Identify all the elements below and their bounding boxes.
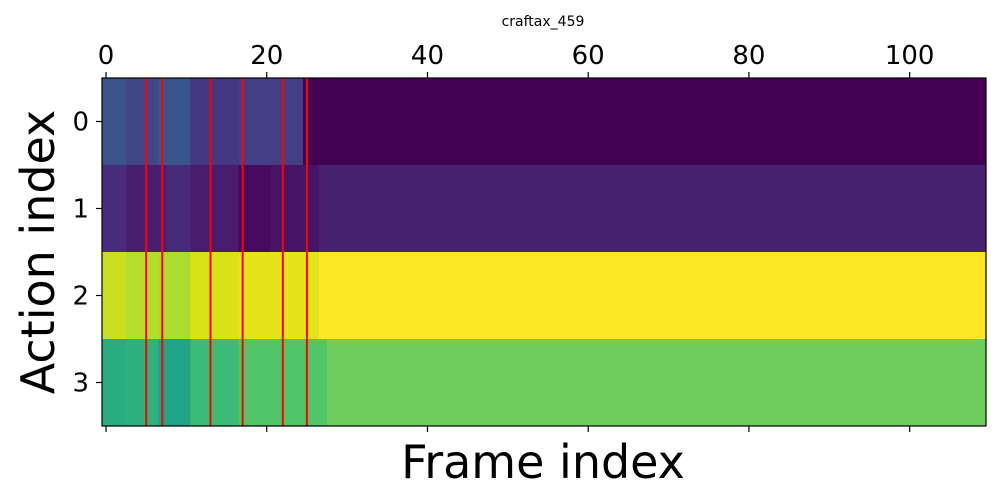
heatmap-cell bbox=[126, 78, 159, 166]
x-tick-label: 80 bbox=[732, 41, 765, 71]
y-tick-label: 2 bbox=[72, 282, 89, 312]
x-tick-label: 100 bbox=[885, 41, 935, 71]
x-tick-label: 40 bbox=[411, 41, 444, 71]
heatmap-cell bbox=[190, 165, 240, 253]
heatmap-cell bbox=[270, 165, 320, 253]
x-tick-label: 20 bbox=[250, 41, 283, 71]
x-axis-ticks: 0 20 40 60 80 100 bbox=[98, 41, 935, 432]
heatmap-cell bbox=[158, 78, 191, 166]
heatmap-cell bbox=[102, 165, 127, 253]
heatmap-cell bbox=[302, 78, 987, 166]
x-axis-label: Frame index bbox=[401, 435, 685, 489]
heatmap-cell bbox=[166, 165, 191, 253]
heatmap-cell bbox=[318, 252, 987, 340]
x-tick-label: 60 bbox=[572, 41, 605, 71]
chart-title: craftax_459 bbox=[502, 14, 585, 30]
heatmap-cell bbox=[238, 165, 272, 253]
x-tick-label: 0 bbox=[98, 41, 115, 71]
heatmap-cell bbox=[238, 252, 320, 340]
heatmap-cell bbox=[102, 252, 127, 340]
heatmap-cell bbox=[158, 339, 191, 427]
heatmap-cell bbox=[126, 339, 159, 427]
plot-frame bbox=[101, 77, 987, 427]
heatmap-cell bbox=[126, 252, 159, 340]
y-tick-label: 0 bbox=[72, 108, 89, 138]
frame-markers bbox=[145, 78, 308, 426]
heatmap-cell bbox=[190, 339, 240, 427]
heatmap-cell bbox=[327, 339, 987, 427]
y-axis-ticks: 0 1 2 3 bbox=[72, 108, 102, 399]
heatmap-cell bbox=[158, 252, 191, 340]
y-tick-label: 3 bbox=[72, 369, 89, 399]
heatmap-cells bbox=[102, 78, 987, 427]
heatmap-cell bbox=[102, 339, 127, 427]
heatmap-cell bbox=[102, 78, 127, 166]
y-tick-label: 1 bbox=[72, 195, 89, 225]
y-axis-label: Action index bbox=[11, 110, 65, 395]
heatmap-cell bbox=[190, 252, 240, 340]
heatmap-cell bbox=[238, 78, 304, 166]
heatmap-cell bbox=[190, 78, 240, 166]
heatmap-cell bbox=[318, 165, 987, 253]
